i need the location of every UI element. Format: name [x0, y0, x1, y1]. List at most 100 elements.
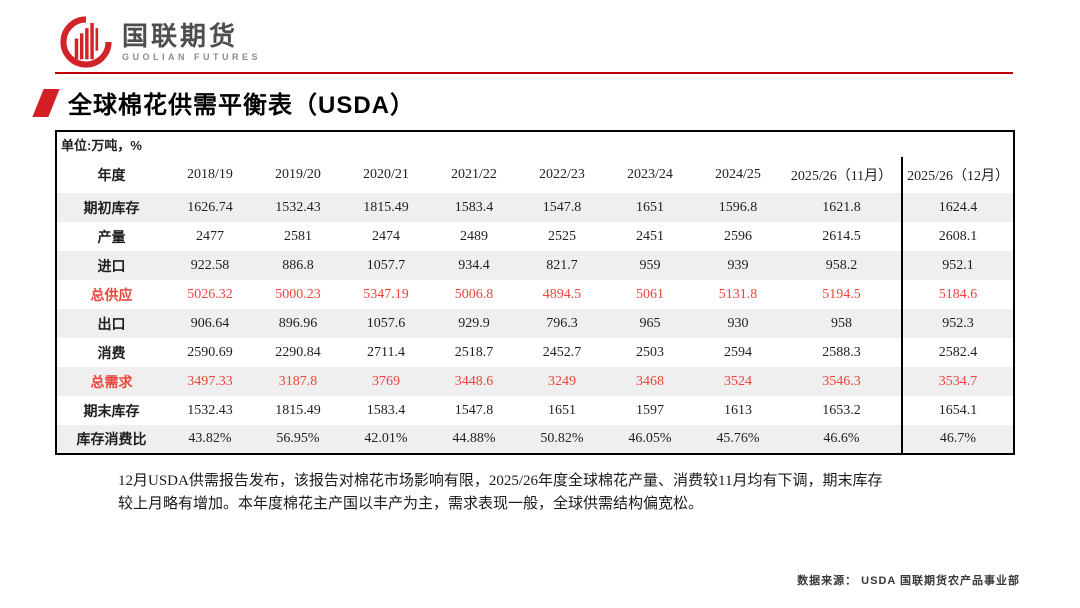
table-row: 产量 2477 2581 2474 2489 2525 2451 2596 2614.5 2608…: [56, 222, 1015, 251]
row-label: 消费: [97, 344, 126, 361]
value-cell: 2594: [724, 344, 752, 360]
table-row: 期末库存 1532.43 1815.49 1583.4 1547.8 1651 1597 16…: [56, 396, 1015, 425]
value-cell: 958.2: [782, 251, 902, 280]
value-cell: 2582.4: [900, 338, 1015, 367]
row-label: 期末库存: [83, 402, 140, 419]
title-row: 全球棉花供需平衡表（USDA）: [32, 85, 416, 120]
table-wrap: 单位:万吨，% 年度 2018/19 2019/20 2020/21 2021/22 202…: [55, 130, 1016, 455]
value-cell: 1547.8: [454, 402, 494, 418]
table-row: 出口 906.64 896.96 1057.6 929.9 796.3 965 930 958 9…: [56, 309, 1015, 338]
value-cell: 939: [694, 251, 782, 280]
value-cell: 952.1: [900, 251, 1015, 280]
data-source-label: 数据来源： USDA 国联期货农产品事业部: [797, 575, 1020, 587]
value-cell: 46.6%: [782, 425, 902, 454]
header-cell: 2019/20: [275, 167, 321, 182]
table-row: 总需求 3497.33 3187.8 3769 3448.6 3249 3468 3524 35…: [56, 367, 1015, 396]
footnote: 12月USDA供需报告发布，该报告对棉花市场影响有限，2025/26年度全球棉花…: [118, 470, 978, 516]
value-cell: 1583.4: [430, 193, 518, 222]
title-slash-icon: [32, 88, 60, 117]
value-cell: 1532.43: [254, 193, 342, 222]
balance-table: 单位:万吨，% 年度 2018/19 2019/20 2020/21 2021/22 202…: [55, 130, 1016, 455]
value-cell: 1547.8: [518, 193, 606, 222]
value-cell: 3769: [342, 367, 430, 396]
value-cell: 1583.4: [366, 402, 406, 418]
header-cell: 2022/23: [539, 167, 585, 182]
value-cell: 906.64: [166, 309, 254, 338]
value-cell: 2581: [284, 228, 312, 244]
table-row: 期初库存 1626.74 1532.43 1815.49 1583.4 1547.8 165…: [56, 193, 1015, 222]
header-cell: 2024/25: [715, 167, 761, 182]
value-cell: 922.58: [166, 251, 254, 280]
value-cell: 2711.4: [367, 344, 405, 360]
value-cell: 1815.49: [342, 193, 430, 222]
value-cell: 1532.43: [187, 402, 233, 418]
value-cell: 2596: [724, 228, 752, 244]
value-cell: 934.4: [430, 251, 518, 280]
header-cell: 2018/19: [187, 167, 233, 182]
value-cell: 3546.3: [782, 367, 902, 396]
value-cell: 1613: [724, 402, 752, 418]
value-cell: 821.7: [518, 251, 606, 280]
value-cell: 2590.69: [187, 344, 233, 360]
value-cell: 1057.7: [342, 251, 430, 280]
brand-logo: 国联期货 GUOLIAN FUTURES: [60, 16, 261, 68]
value-cell: 1624.4: [900, 193, 1015, 222]
value-cell: 1621.8: [782, 193, 902, 222]
row-label: 总需求: [56, 367, 166, 396]
value-cell: 3497.33: [166, 367, 254, 396]
value-cell: 42.01%: [342, 425, 430, 454]
row-label: 总供应: [90, 286, 133, 303]
value-cell: 1815.49: [275, 402, 321, 418]
value-cell: 44.88%: [430, 425, 518, 454]
row-label: 进口: [56, 251, 166, 280]
value-cell: 2614.5: [822, 228, 861, 244]
header-divider: [55, 72, 1013, 74]
value-cell: 5000.23: [275, 286, 321, 302]
page-title: 全球棉花供需平衡表（USDA）: [68, 92, 416, 119]
value-cell: 1057.6: [342, 309, 430, 338]
value-cell: 796.3: [518, 309, 606, 338]
value-cell: 2503: [636, 344, 664, 360]
value-cell: 4894.5: [542, 286, 582, 302]
value-cell: 2451: [636, 228, 664, 244]
row-label: 期初库存: [56, 193, 166, 222]
value-cell: 5184.6: [900, 280, 1015, 309]
value-cell: 2290.84: [275, 344, 321, 360]
value-cell: 3534.7: [900, 367, 1015, 396]
value-cell: 959: [606, 251, 694, 280]
value-cell: 2588.3: [822, 344, 861, 360]
value-cell: 5026.32: [187, 286, 233, 302]
value-cell: 896.96: [254, 309, 342, 338]
value-cell: 1653.2: [822, 402, 861, 418]
footnote-line-1: 12月USDA供需报告发布，该报告对棉花市场影响有限，2025/26年度全球棉花…: [118, 473, 883, 489]
brand-name-en: GUOLIAN FUTURES: [122, 51, 261, 62]
value-cell: 2525: [548, 228, 576, 244]
brand-name-cn: 国联期货: [122, 20, 239, 51]
guolian-futures-logo-icon: [60, 16, 112, 68]
unit-row: 单位:万吨，%: [56, 131, 1014, 157]
value-cell: 2477: [196, 228, 224, 244]
value-cell: 3448.6: [430, 367, 518, 396]
value-cell: 50.82%: [518, 425, 606, 454]
value-cell: 958: [782, 309, 902, 338]
value-cell: 3249: [518, 367, 606, 396]
header-cell: 2023/24: [627, 167, 673, 182]
value-cell: 45.76%: [694, 425, 782, 454]
footnote-line-2: 较上月略有增加。本年度棉花主产国以丰产为主，需求表现一般，全球供需结构偏宽松。: [118, 496, 704, 512]
value-cell: 965: [606, 309, 694, 338]
value-cell: 3187.8: [254, 367, 342, 396]
value-cell: 46.05%: [606, 425, 694, 454]
value-cell: 3524: [694, 367, 782, 396]
value-cell: 1597: [636, 402, 664, 418]
brand-text: 国联期货 GUOLIAN FUTURES: [122, 23, 261, 62]
value-cell: 2474: [372, 228, 400, 244]
value-cell: 1654.1: [900, 396, 1015, 425]
header-cell: 2020/21: [363, 167, 409, 182]
row-label: 产量: [97, 228, 126, 245]
header-cell: 2025/26（12月）: [900, 157, 1015, 193]
value-cell: 5131.8: [718, 286, 758, 302]
value-cell: 1626.74: [166, 193, 254, 222]
value-cell: 930: [694, 309, 782, 338]
value-cell: 56.95%: [254, 425, 342, 454]
